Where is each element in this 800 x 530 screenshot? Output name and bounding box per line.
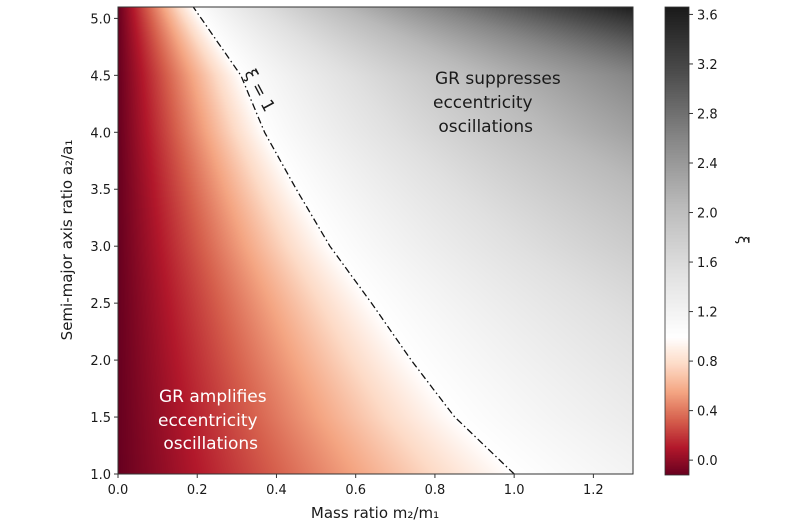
colorbar-frame [664,6,690,476]
colorbar-label: ξ [734,236,752,244]
y-axis-label: Semi-major axis ratio a₂/a₁ [58,140,76,341]
x-tick-label: 1.2 [583,483,604,498]
colorbar-tick-label: 1.2 [697,306,718,321]
colorbar-tick-label: 0.0 [697,454,718,469]
x-tick-label: 0.2 [187,483,208,498]
annotation-suppress-line2: eccentricity [433,93,533,113]
colorbar-tick-label: 3.2 [697,58,718,73]
annotation-suppress-line3: oscillations [433,117,533,137]
colorbar-tick-label: 2.0 [697,207,718,222]
y-tick-label: 1.0 [90,468,111,483]
colorbar-tick-label: 0.8 [697,355,718,370]
heatmap [118,7,633,474]
y-tick-label: 4.0 [90,126,111,141]
x-tick-label: 1.0 [504,483,525,498]
x-tick-label: 0.8 [425,483,446,498]
annotation-amplify-line3: oscillations [158,434,258,454]
x-tick-label: 0.0 [108,483,129,498]
y-tick-label: 4.5 [90,69,111,84]
annotation-amplify-line1: GR amplifies [159,387,267,407]
x-tick-label: 0.6 [345,483,366,498]
y-tick-label: 1.5 [90,411,111,426]
xi-equals-one-contour [192,6,515,475]
y-tick-label: 2.0 [90,354,111,369]
y-tick-label: 3.0 [90,240,111,255]
contour-label: ξ = 1 [240,66,279,115]
colorbar [665,7,689,475]
colorbar-tick-label: 1.6 [697,256,718,271]
colorbar-tick-label: 0.4 [697,405,718,420]
annotation-amplify-line2: eccentricity [158,411,258,431]
y-tick-label: 3.5 [90,183,111,198]
colorbar-tick-label: 2.4 [697,157,718,172]
y-tick-label: 5.0 [90,12,111,27]
plot-frame [117,6,634,475]
colorbar-tick-label: 2.8 [697,107,718,122]
colorbar-tick-label: 3.6 [697,8,718,23]
annotation-suppress-line1: GR suppresses [435,69,561,89]
y-tick-label: 2.5 [90,297,111,312]
x-tick-label: 0.4 [266,483,287,498]
x-axis-label: Mass ratio m₂/m₁ [311,504,439,522]
